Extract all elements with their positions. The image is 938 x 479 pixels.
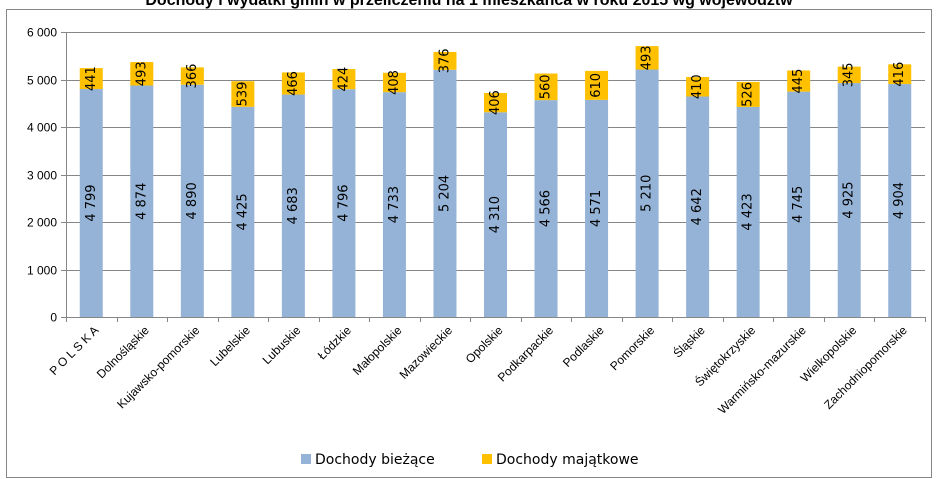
data-label-dochody-biezace: 4 799 bbox=[84, 184, 99, 221]
bar-dochody-biezace bbox=[837, 83, 861, 317]
data-label-dochody-biezace: 4 733 bbox=[387, 186, 402, 223]
chart-border bbox=[6, 9, 932, 478]
bar-dochody-biezace bbox=[79, 89, 103, 317]
data-label-dochody-biezace: 4 904 bbox=[892, 182, 907, 219]
data-label-dochody-majatkowe: 560 bbox=[539, 74, 554, 99]
legend-item-dochody-biezace: Dochody bieżące bbox=[301, 452, 435, 468]
bar-dochody-biezace bbox=[281, 94, 305, 318]
data-label-dochody-majatkowe: 493 bbox=[640, 45, 655, 70]
bar-dochody-majatkowe bbox=[787, 70, 811, 92]
bar-dochody-majatkowe bbox=[888, 64, 912, 85]
bar-dochody-majatkowe bbox=[332, 69, 356, 90]
data-label-dochody-biezace: 4 642 bbox=[690, 188, 705, 225]
bar-dochody-majatkowe bbox=[281, 72, 305, 95]
data-label-dochody-biezace: 4 745 bbox=[791, 186, 806, 223]
data-label-dochody-biezace: 4 566 bbox=[539, 190, 554, 227]
bar-dochody-majatkowe bbox=[585, 70, 609, 100]
bar-dochody-majatkowe bbox=[231, 81, 255, 107]
bar-dochody-biezace bbox=[484, 112, 507, 318]
data-label-dochody-biezace: 4 310 bbox=[488, 196, 503, 233]
data-label-dochody-majatkowe: 424 bbox=[336, 67, 351, 92]
data-label-dochody-majatkowe: 410 bbox=[690, 74, 705, 99]
legend-label: Dochody bieżące bbox=[315, 452, 435, 468]
data-label-dochody-biezace: 4 796 bbox=[336, 184, 351, 221]
bar-dochody-majatkowe bbox=[79, 68, 103, 90]
data-label-dochody-biezace: 5 204 bbox=[437, 175, 452, 212]
bar-dochody-biezace bbox=[787, 91, 811, 317]
bars bbox=[79, 46, 912, 318]
bar-dochody-biezace bbox=[534, 100, 558, 318]
bar-dochody-biezace bbox=[332, 89, 356, 317]
data-labels: 4 799 441 4 874 493 4 890 366 4 425 539 4 683 466… bbox=[84, 45, 907, 233]
data-label-dochody-majatkowe: 610 bbox=[589, 73, 604, 98]
data-label-dochody-biezace: 4 874 bbox=[134, 183, 149, 220]
bar-dochody-biezace bbox=[180, 84, 204, 317]
bar-dochody-majatkowe bbox=[484, 92, 507, 113]
data-label-dochody-majatkowe: 366 bbox=[185, 64, 200, 89]
bar-dochody-majatkowe bbox=[180, 67, 204, 85]
data-label-dochody-majatkowe: 493 bbox=[134, 61, 149, 86]
y-tick-label: 6 000 bbox=[27, 26, 57, 40]
data-label-dochody-biezace: 4 925 bbox=[842, 181, 857, 218]
data-label-dochody-biezace: 4 683 bbox=[286, 187, 301, 224]
y-tick-label: 5 000 bbox=[27, 74, 57, 88]
legend: Dochody bieżące Dochody majątkowe bbox=[301, 452, 639, 468]
data-label-dochody-majatkowe: 526 bbox=[741, 82, 756, 107]
bar-dochody-majatkowe bbox=[382, 72, 406, 93]
data-label-dochody-majatkowe: 466 bbox=[286, 71, 301, 96]
bar-dochody-biezace bbox=[686, 96, 710, 317]
data-label-dochody-majatkowe: 441 bbox=[84, 66, 99, 91]
legend-swatch bbox=[301, 454, 311, 464]
legend-item-dochody-majatkowe: Dochody majątkowe bbox=[482, 452, 639, 468]
data-label-dochody-majatkowe: 539 bbox=[235, 82, 250, 107]
bar-dochody-majatkowe bbox=[686, 77, 710, 97]
y-tick-label: 1 000 bbox=[27, 264, 57, 278]
bar-dochody-biezace bbox=[635, 69, 659, 318]
axes: 0 1 000 2 000 3 000 4 000 5 000 6 000 bbox=[27, 26, 926, 325]
legend-swatch bbox=[482, 454, 492, 464]
bar-dochody-majatkowe bbox=[837, 66, 861, 84]
y-tick-label: 4 000 bbox=[27, 121, 57, 135]
data-label-dochody-majatkowe: 445 bbox=[791, 69, 806, 94]
bar-dochody-biezace bbox=[888, 84, 912, 317]
bar-dochody-biezace bbox=[585, 99, 609, 317]
bar-dochody-majatkowe bbox=[433, 51, 457, 70]
data-label-dochody-majatkowe: 406 bbox=[488, 90, 503, 115]
bar-dochody-majatkowe bbox=[534, 73, 558, 101]
data-label-dochody-majatkowe: 408 bbox=[387, 70, 402, 95]
data-label-dochody-majatkowe: 376 bbox=[437, 48, 452, 73]
y-tick-label: 0 bbox=[50, 311, 57, 325]
data-label-dochody-biezace: 4 890 bbox=[185, 182, 200, 219]
legend-label: Dochody majątkowe bbox=[496, 452, 639, 468]
y-tick-label: 3 000 bbox=[27, 169, 57, 183]
bar-dochody-majatkowe bbox=[635, 46, 659, 70]
gridlines bbox=[66, 32, 925, 271]
data-label-dochody-biezace: 4 425 bbox=[235, 193, 250, 230]
y-tick-label: 2 000 bbox=[27, 216, 57, 230]
data-label-dochody-majatkowe: 345 bbox=[842, 62, 857, 87]
data-label-dochody-majatkowe: 416 bbox=[892, 62, 907, 87]
bar-dochody-biezace bbox=[382, 92, 406, 318]
data-label-dochody-biezace: 4 571 bbox=[589, 190, 604, 227]
data-label-dochody-biezace: 5 210 bbox=[640, 175, 655, 212]
bar-dochody-majatkowe bbox=[130, 62, 154, 86]
bar-dochody-biezace bbox=[433, 69, 457, 317]
bar-dochody-biezace bbox=[130, 85, 154, 317]
chart-title: Dochody i wydatki gmin w przeliczeniu na… bbox=[145, 0, 793, 9]
data-label-dochody-biezace: 4 423 bbox=[741, 193, 756, 230]
bar-dochody-biezace bbox=[736, 106, 760, 317]
bar-dochody-biezace bbox=[231, 106, 255, 317]
bar-dochody-majatkowe bbox=[736, 81, 760, 107]
